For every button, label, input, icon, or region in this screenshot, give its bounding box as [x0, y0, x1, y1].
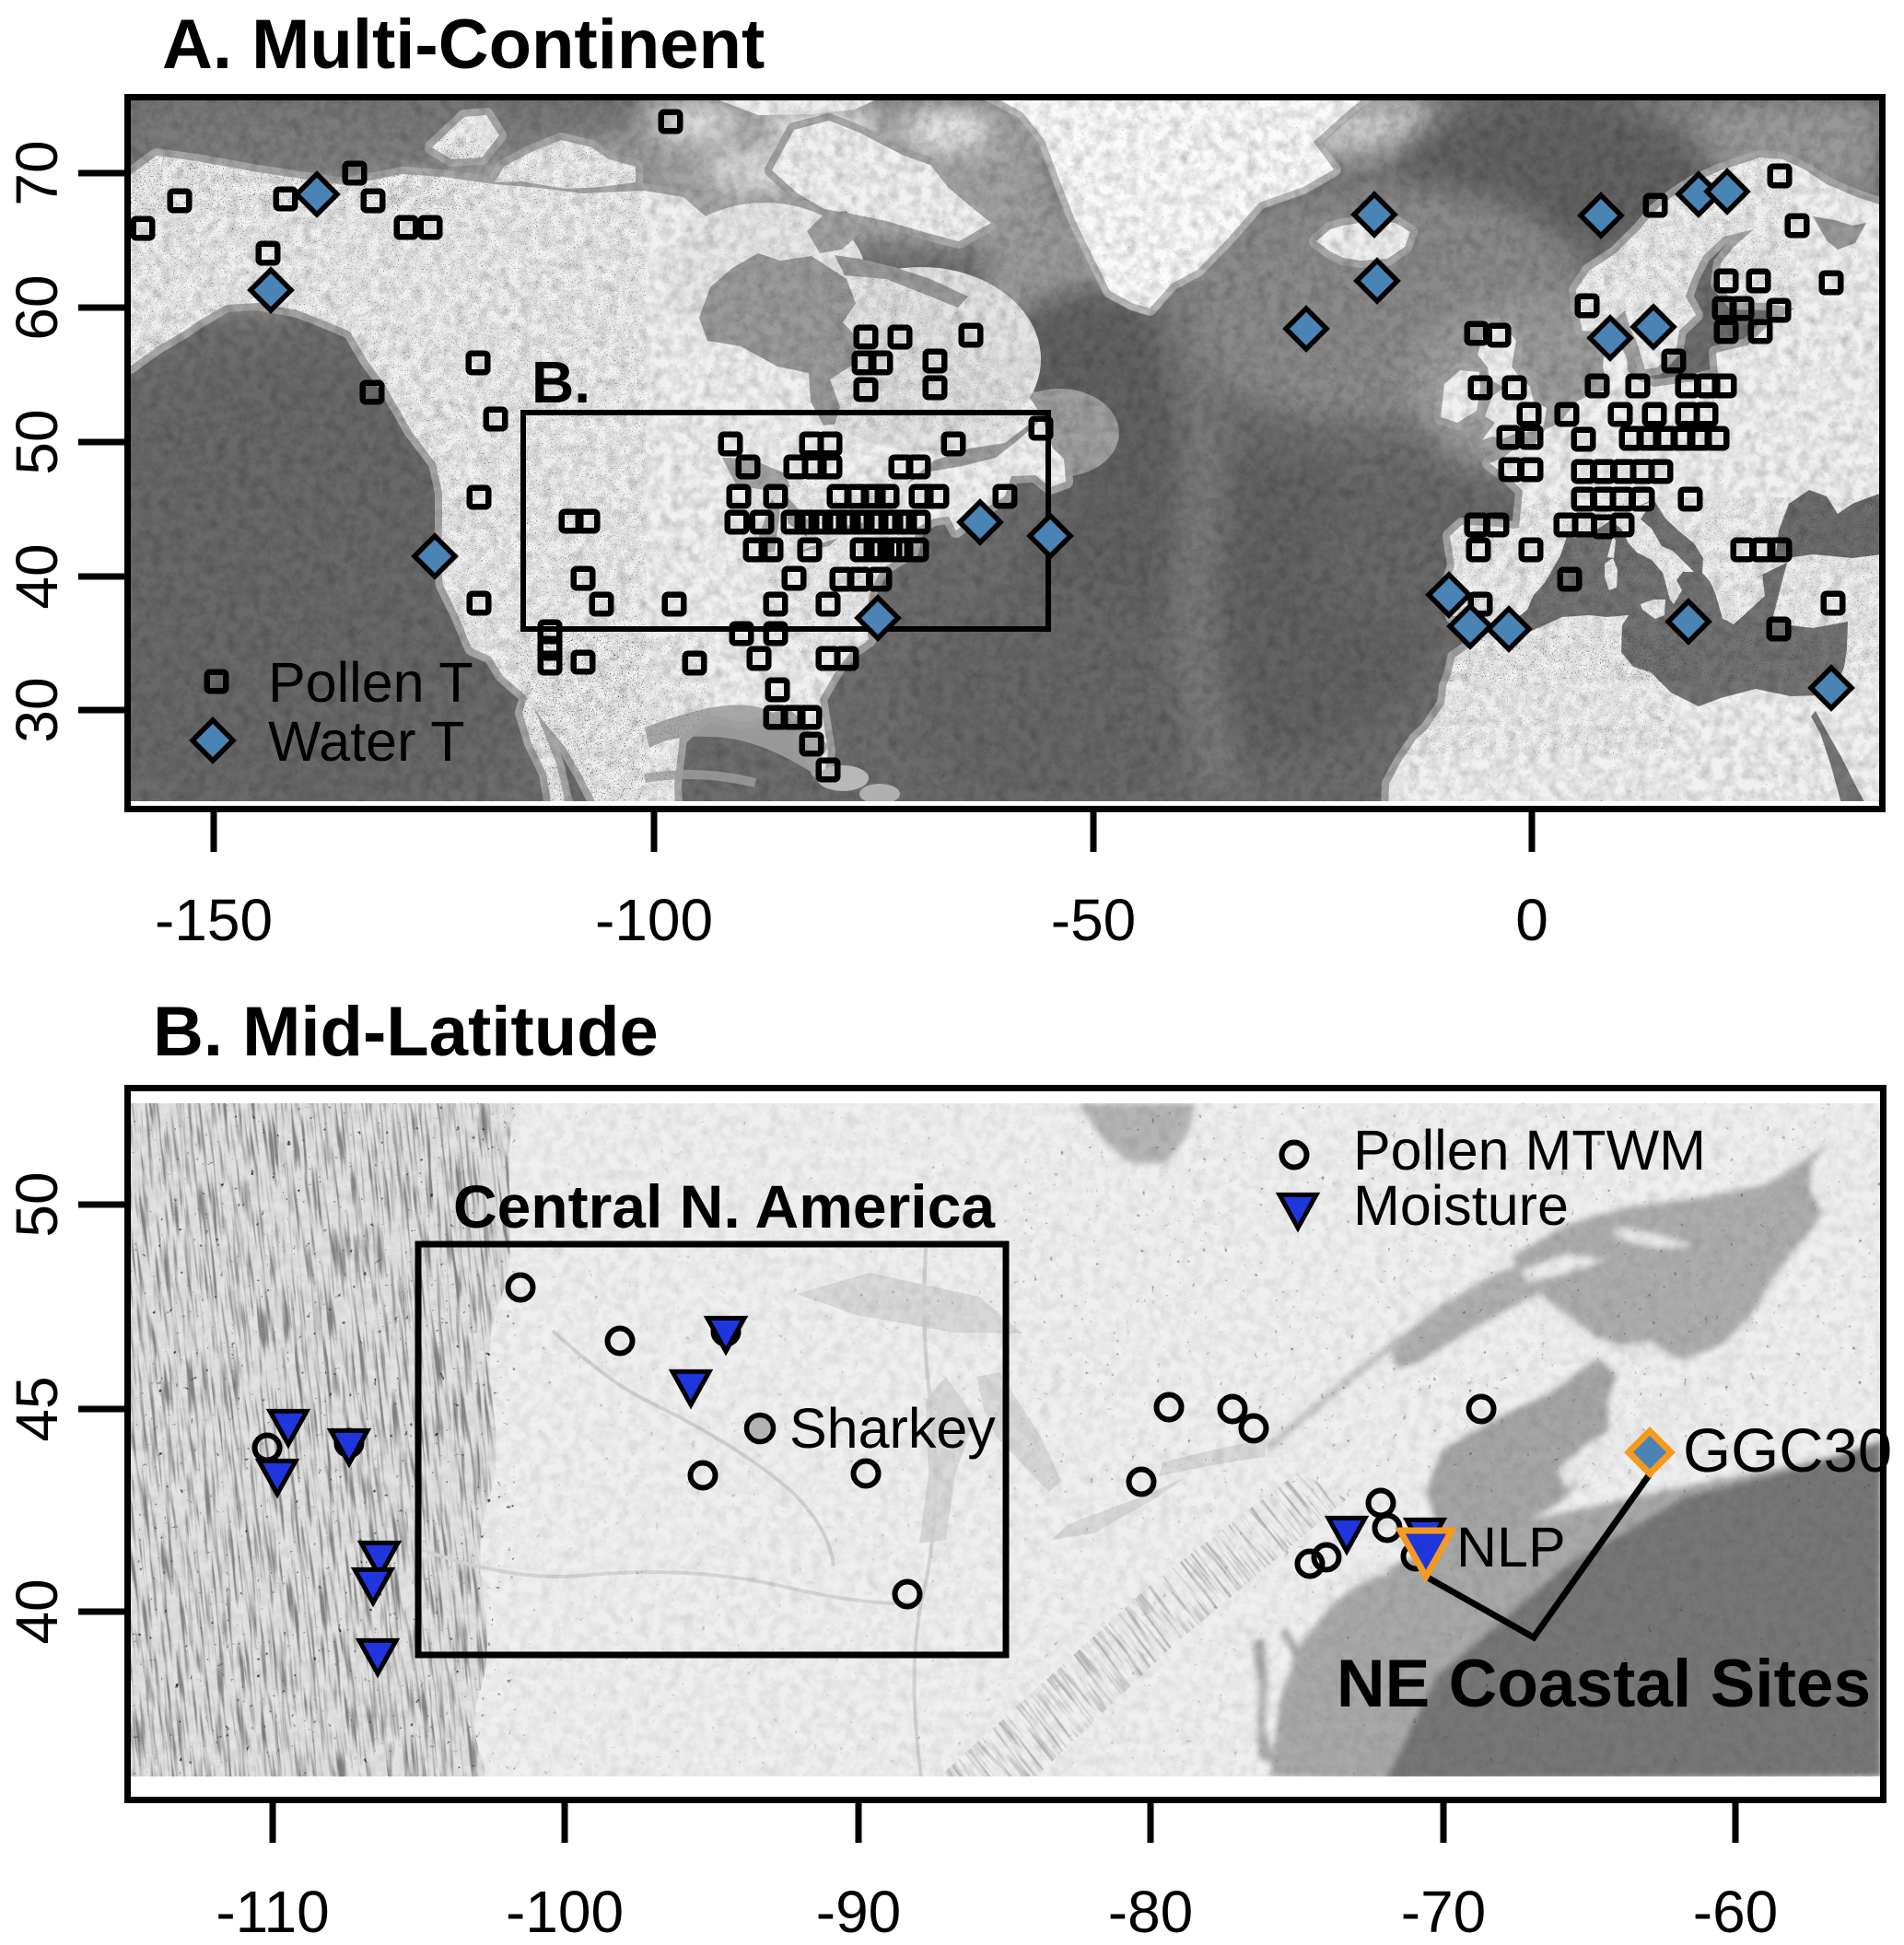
svg-text:GGC30: GGC30	[1683, 1416, 1892, 1485]
svg-text:Sharkey: Sharkey	[789, 1397, 996, 1460]
svg-text:B.: B.	[531, 349, 590, 415]
svg-text:Pollen T: Pollen T	[268, 651, 473, 714]
svg-text:Pollen MTWM: Pollen MTWM	[1353, 1119, 1706, 1182]
svg-text:-100: -100	[595, 887, 713, 953]
svg-text:0: 0	[1515, 887, 1548, 953]
svg-text:40: 40	[4, 1578, 70, 1644]
svg-text:NE Coastal Sites: NE Coastal Sites	[1337, 1647, 1871, 1721]
svg-text:45: 45	[4, 1376, 70, 1441]
svg-text:-50: -50	[1051, 887, 1137, 953]
svg-text:-60: -60	[1693, 1879, 1779, 1945]
svg-text:NLP: NLP	[1456, 1516, 1566, 1578]
svg-text:40: 40	[4, 543, 70, 609]
svg-text:Central N. America: Central N. America	[453, 1172, 996, 1240]
svg-text:60: 60	[4, 274, 70, 340]
svg-text:Moisture: Moisture	[1353, 1174, 1569, 1237]
svg-text:-80: -80	[1108, 1879, 1194, 1945]
svg-text:B. Mid-Latitude: B. Mid-Latitude	[153, 993, 659, 1071]
svg-text:70: 70	[4, 140, 70, 205]
svg-text:-70: -70	[1401, 1879, 1487, 1945]
svg-text:A. Multi-Continent: A. Multi-Continent	[162, 6, 765, 84]
svg-text:-100: -100	[506, 1879, 624, 1945]
svg-text:50: 50	[4, 1171, 70, 1237]
svg-text:30: 30	[4, 677, 70, 742]
svg-text:-110: -110	[216, 1879, 329, 1945]
svg-text:-90: -90	[816, 1879, 902, 1945]
svg-text:-150: -150	[155, 887, 273, 953]
svg-text:50: 50	[4, 409, 70, 474]
svg-text:Water T: Water T	[268, 710, 465, 773]
